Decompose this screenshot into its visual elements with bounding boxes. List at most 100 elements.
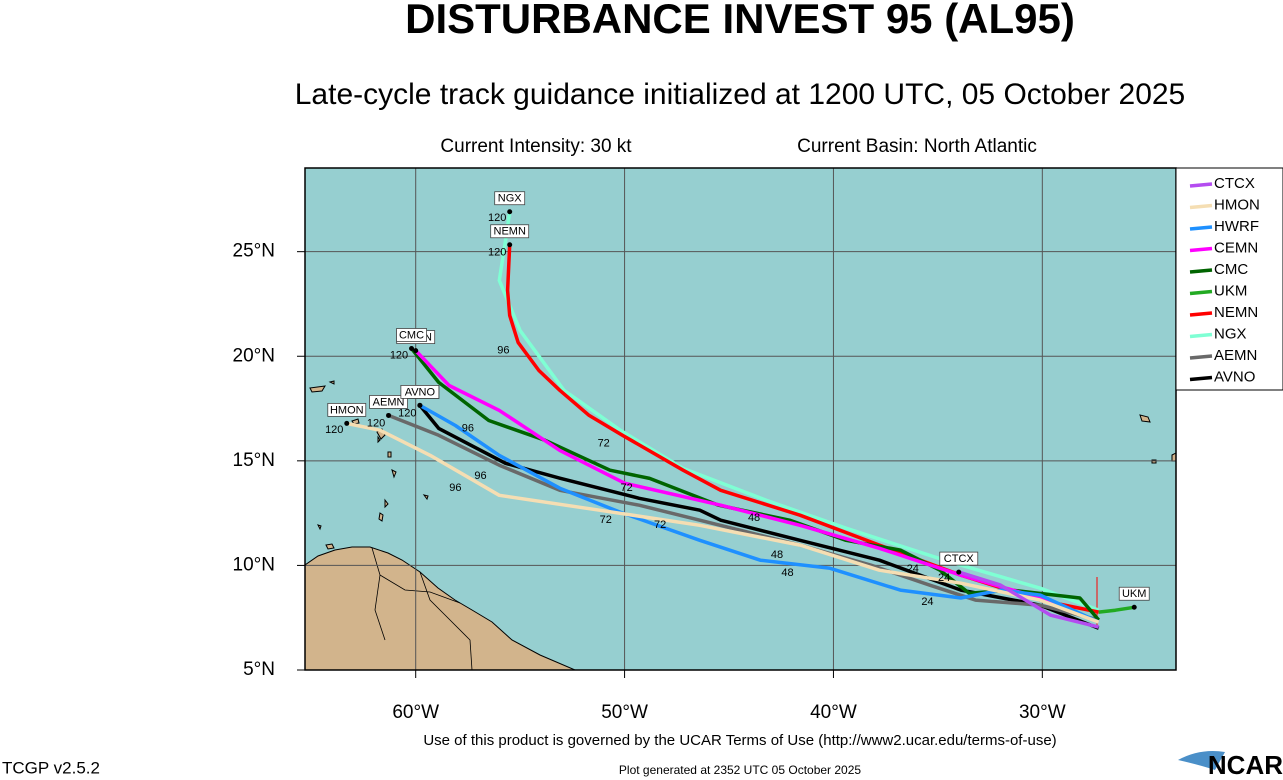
version: TCGP v2.5.2 [2,758,100,777]
basin: Current Basin: North Atlantic [797,136,1037,157]
track-end [344,420,350,426]
plot-frame [304,167,1177,671]
hour-label: 48 [781,567,793,579]
model-label-box [1118,586,1150,601]
hour-label: 48 [771,549,783,561]
hour-label: 96 [497,345,509,357]
model-label-box [327,402,367,417]
hour-label: 72 [598,437,610,449]
track-end [413,348,419,354]
hour-label: 120 [325,424,343,436]
hour-label: 120 [367,417,385,429]
x-tick-label: 60°W [392,702,439,723]
model-label: UKM [1118,586,1150,601]
hour-label: 24 [938,572,950,584]
track-end [409,346,415,352]
legend-swatch [1189,268,1213,274]
y-tick-label: 20°N [233,345,275,366]
model-label-text: CTCX [944,553,975,565]
y-tick-label: 5°N [243,659,275,680]
track [1098,605,1135,614]
legend-swatch [1189,246,1213,253]
track-end [417,402,423,408]
legend-swatch [1189,289,1213,296]
hour-label: 72 [621,482,633,494]
track-end [507,209,513,215]
track-end [386,412,392,418]
model-label-box [939,551,979,566]
model-label-box [490,224,530,239]
legend-label: HMON [1214,196,1260,213]
hour-label: 96 [462,422,474,434]
model-label-text: AVNO [405,386,436,398]
legend-label: CMC [1214,261,1248,278]
hour-label: 48 [748,512,760,524]
track [346,421,1100,624]
track [958,570,1100,629]
track [497,211,1100,612]
terms: Use of this product is governed by the U… [423,732,1056,749]
hour-label: 120 [390,349,408,361]
legend-label: AEMN [1214,347,1257,364]
legend-swatch [1189,203,1213,210]
legend-box [1175,167,1283,391]
hour-label: 24 [907,563,919,575]
model-label-text: NGX [498,193,523,205]
track-end [956,569,962,575]
y-tick-label: 15°N [233,450,275,471]
land [305,380,1176,670]
legend-label: HWRF [1214,218,1259,235]
generated: Plot generated at 2352 UTC 05 October 20… [619,763,861,777]
legend-label: CTCX [1214,175,1255,192]
model-label-box [396,328,427,342]
model-label: AVNO [400,385,440,399]
model-label: CMC [396,328,427,342]
model-label-text: AEMN [373,396,405,408]
hour-label: 96 [449,482,461,494]
x-tick-label: 50°W [601,702,648,723]
model-label: AEMN [369,395,408,409]
logo: NCAR [1208,750,1283,780]
legend-swatch [1189,354,1213,360]
subtitle: Late-cycle track guidance initialized at… [295,78,1186,111]
legend-label: NEMN [1214,304,1258,321]
legend-label: UKM [1214,282,1247,299]
hour-label: 120 [488,212,506,224]
hour-label: 120 [488,247,506,259]
x-tick-label: 30°W [1019,702,1066,723]
hour-label: 120 [398,407,416,419]
model-label-box [400,385,440,399]
model-label-text: CMC [399,329,424,341]
model-label-text: NEMN [494,226,526,238]
legend-label: AVNO [1214,368,1255,385]
legend-swatch [1189,332,1213,339]
model-label-text: UKM [1122,588,1146,600]
y-tick-label: 25°N [233,241,275,262]
model-label-box [494,191,526,206]
model-label-text: HMON [330,404,364,416]
legend-label: CEMN [1214,239,1258,256]
hour-label: 72 [654,519,666,531]
track [387,413,1100,622]
logo-mark [1178,751,1225,770]
legend-swatch [1189,375,1213,382]
model-label: HMON [327,402,367,417]
hour-label: 72 [600,514,612,526]
title: DISTURBANCE INVEST 95 (AL95) [405,0,1075,42]
model-label-box [369,395,408,409]
model-label: NEMN [490,224,530,239]
intensity: Current Intensity: 30 kt [440,136,632,157]
model-label: NGX [494,191,526,206]
x-tick-label: 40°W [810,702,857,723]
legend-label: NGX [1214,325,1247,342]
hour-label: 24 [921,596,933,608]
track-end [1131,604,1137,610]
y-tick-label: 10°N [233,554,275,575]
model-label: CTCX [939,551,979,566]
legend-swatch [1189,311,1213,317]
legend-swatch [1189,225,1213,231]
track-end [507,242,513,248]
legend-swatch [1189,182,1213,188]
hour-label: 96 [474,470,486,482]
